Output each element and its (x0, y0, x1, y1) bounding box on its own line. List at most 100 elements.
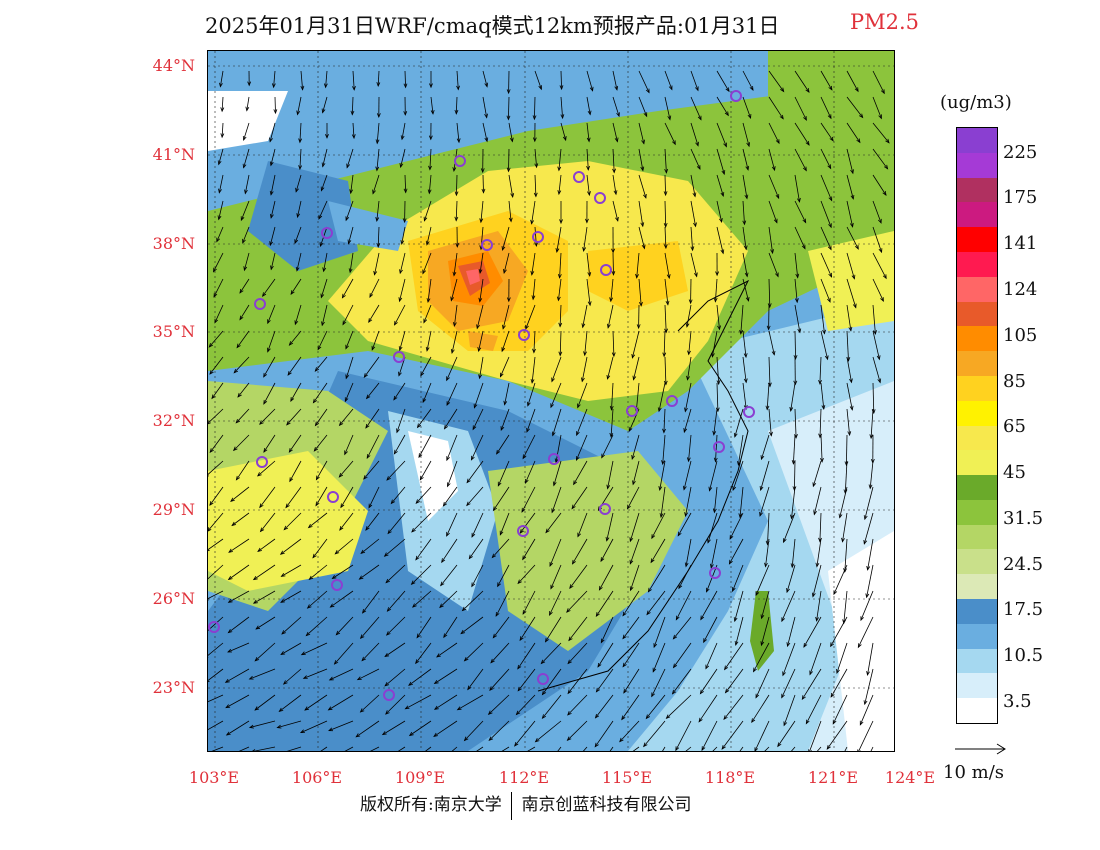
wind-arrowhead (701, 746, 706, 751)
title-pollutant: PM2.5 (850, 10, 920, 34)
wind-arrowhead (425, 346, 430, 352)
wind-arrowhead (627, 504, 631, 510)
wind-arrow (464, 720, 484, 741)
wind-arrow (820, 434, 823, 462)
wind-arrow (830, 668, 848, 698)
wind-arrowhead (300, 85, 305, 91)
wind-arrowhead (366, 454, 371, 460)
wind-arrowhead (697, 115, 702, 121)
wind-arrowhead (848, 326, 853, 332)
wind-arrowhead (859, 113, 864, 119)
wind-arrowhead (803, 115, 807, 121)
legend-swatch (957, 400, 997, 426)
wind-arrowhead (263, 372, 268, 378)
wind-arrow (295, 174, 302, 192)
wind-arrowhead (813, 510, 818, 516)
wind-arrow (493, 486, 510, 511)
wind-arrowhead (663, 222, 668, 228)
wind-arrow (612, 122, 618, 142)
wind-arrow (567, 694, 588, 716)
wind-arrowhead (619, 737, 624, 743)
wind-arrowhead (427, 189, 432, 195)
wind-arrow (228, 616, 250, 633)
wind-arrow (376, 122, 380, 144)
wind-arrow (596, 668, 614, 693)
wind-arrow (231, 512, 250, 526)
wind-arrow (399, 278, 406, 302)
wind-arrowhead (473, 403, 478, 409)
wind-arrowhead (349, 189, 354, 195)
wind-arrowhead (419, 475, 424, 481)
wind-arrow (280, 642, 302, 655)
wind-arrowhead (629, 586, 634, 592)
wind-arrowhead (362, 608, 367, 614)
wind-arrowhead (305, 631, 311, 637)
wind-arrowhead (663, 380, 668, 386)
wind-arrowhead (830, 642, 835, 648)
wind-arrowhead (811, 592, 816, 598)
wind-arrow (415, 642, 432, 664)
wind-arrow (716, 148, 725, 175)
wind-arrow (716, 70, 730, 92)
wind-arrowhead (878, 114, 882, 120)
wind-arrowhead (532, 115, 537, 121)
wind-arrowhead (396, 428, 400, 434)
wind-arrow (211, 382, 224, 399)
wind-arrow (872, 278, 884, 302)
wind-arrowhead (675, 615, 680, 621)
wind-arrowhead (325, 134, 329, 139)
wind-arrowhead (358, 575, 364, 580)
legend-label: 17.5 (1003, 599, 1044, 620)
wind-arrow (586, 174, 590, 196)
wind-arrow (794, 70, 810, 93)
wind-arrowhead (525, 324, 529, 330)
wind-arrowhead (299, 729, 305, 733)
pm25-map[interactable] (207, 50, 895, 752)
wind-arrow (724, 642, 744, 670)
wind-arrow (443, 616, 458, 638)
wind-arrow (820, 200, 832, 228)
wind-arrow (650, 538, 666, 563)
wind-arrowhead (688, 299, 693, 305)
wind-arrow (322, 96, 328, 113)
wind-arrow (651, 512, 666, 539)
wind-arrow (705, 642, 718, 669)
wind-arrow (560, 70, 562, 90)
wind-arrowhead (350, 110, 355, 116)
wind-arrowhead (557, 273, 562, 279)
wind-arrowhead (320, 186, 325, 192)
wind-arrowhead (501, 347, 506, 353)
wind-arrowhead (527, 401, 531, 407)
wind-arrowhead (248, 675, 254, 680)
wind-arrowhead (882, 274, 887, 280)
wind-arrowhead (615, 216, 619, 222)
wind-arrowhead (629, 537, 634, 543)
wind-arrowhead (556, 296, 561, 302)
wind-arrow (755, 668, 770, 698)
wind-arrow (553, 460, 562, 486)
wind-arrow (426, 330, 432, 351)
wind-arrowhead (832, 719, 837, 725)
wind-arrowhead (314, 367, 320, 372)
wind-arrowhead (420, 371, 425, 377)
wind-arrow (652, 642, 666, 672)
legend-swatch (957, 202, 997, 228)
wind-arrow (595, 590, 614, 617)
wind-arrow (560, 122, 567, 141)
wind-arrowhead (645, 714, 651, 720)
wind-arrowhead (240, 216, 245, 222)
wind-arrow (648, 564, 666, 593)
wind-arrowhead (755, 693, 760, 699)
wind-arrowhead (254, 706, 260, 711)
wind-arrow (281, 564, 302, 577)
wind-arrow (299, 122, 302, 143)
legend-unit: (ug/m3) (940, 92, 1012, 113)
wind-arrow (208, 668, 224, 681)
wind-arrowhead (487, 710, 493, 715)
wind-arrowhead (248, 724, 254, 729)
wind-arrowhead (347, 239, 352, 245)
wind-arrow (213, 252, 224, 272)
wind-arrow (384, 668, 406, 687)
wind-arrowhead (540, 659, 546, 665)
wind-arrowhead (643, 112, 648, 118)
